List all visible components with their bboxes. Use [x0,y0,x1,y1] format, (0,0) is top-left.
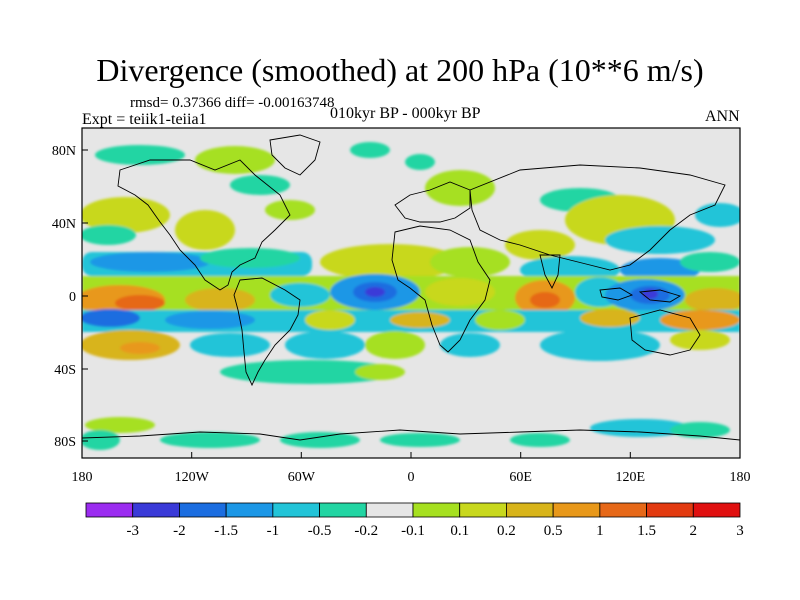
colorbar-label: 1.5 [637,523,656,539]
period-subtitle: 010kyr BP - 000kyr BP [330,105,481,122]
lat-axis: 80N 40N 0 40S 80S [52,144,88,450]
plot-title: Divergence (smoothed) at 200 hPa (10**6 … [96,52,704,88]
colorbar-label: 1 [596,523,604,539]
lon-tick-label: 60E [509,470,532,485]
colorbar-swatch [692,502,741,518]
colorbar-label: 0.2 [497,523,516,539]
colorbar-swatch [412,502,461,518]
lat-tick-label: 40S [54,363,76,378]
colorbar-swatch [179,502,227,518]
lon-axis: 180 120W 60W 0 60E 120E 180 [72,452,751,485]
colorbar-swatch [319,502,367,518]
lon-tick-label: 120W [175,470,210,485]
colorbar-label: 0.5 [544,523,563,539]
colorbar-label: -0.2 [354,523,378,539]
colorbar: -3 -2 -1.5 -1 -0.5 -0.2 -0.1 0.1 0.2 0.5 1 1.5 2 3 [85,502,744,539]
lat-tick-label: 0 [69,290,76,305]
colorbar-swatch [599,502,647,518]
colorbar-swatch [225,502,274,518]
colorbar-swatch [272,502,320,518]
colorbar-label: -1.5 [214,523,238,539]
coastlines [82,134,740,441]
colorbar-swatch [85,502,134,518]
colorbar-swatch [552,502,601,518]
colorbar-swatch [365,502,414,518]
colorbar-swatch [459,502,507,518]
colorbar-label: -2 [173,523,186,539]
lat-tick-label: 80N [52,144,76,159]
colorbar-swatch [646,502,694,518]
colorbar-label: -3 [126,523,139,539]
lon-tick-label: 180 [72,470,93,485]
colorbar-swatch [132,502,180,518]
lat-tick-label: 40N [52,217,76,232]
colorbar-label: -1 [267,523,280,539]
lon-tick-label: 120E [616,470,646,485]
divergence-field [82,142,740,450]
season-label: ANN [705,108,740,125]
lon-tick-label: 60W [288,470,316,485]
experiment-label: Expt = teiik1-teiia1 [82,111,207,128]
colorbar-label: -0.1 [401,523,425,539]
lat-tick-label: 80S [54,435,76,450]
lon-tick-label: 180 [730,470,751,485]
colorbar-label: 0.1 [450,523,469,539]
lon-tick-label: 0 [408,470,415,485]
colorbar-label: -0.5 [308,523,332,539]
colorbar-label: 3 [736,523,744,539]
stats-text: rmsd= 0.37366 diff= -0.00163748 [130,95,335,111]
colorbar-label: 2 [690,523,698,539]
colorbar-swatch [506,502,554,518]
